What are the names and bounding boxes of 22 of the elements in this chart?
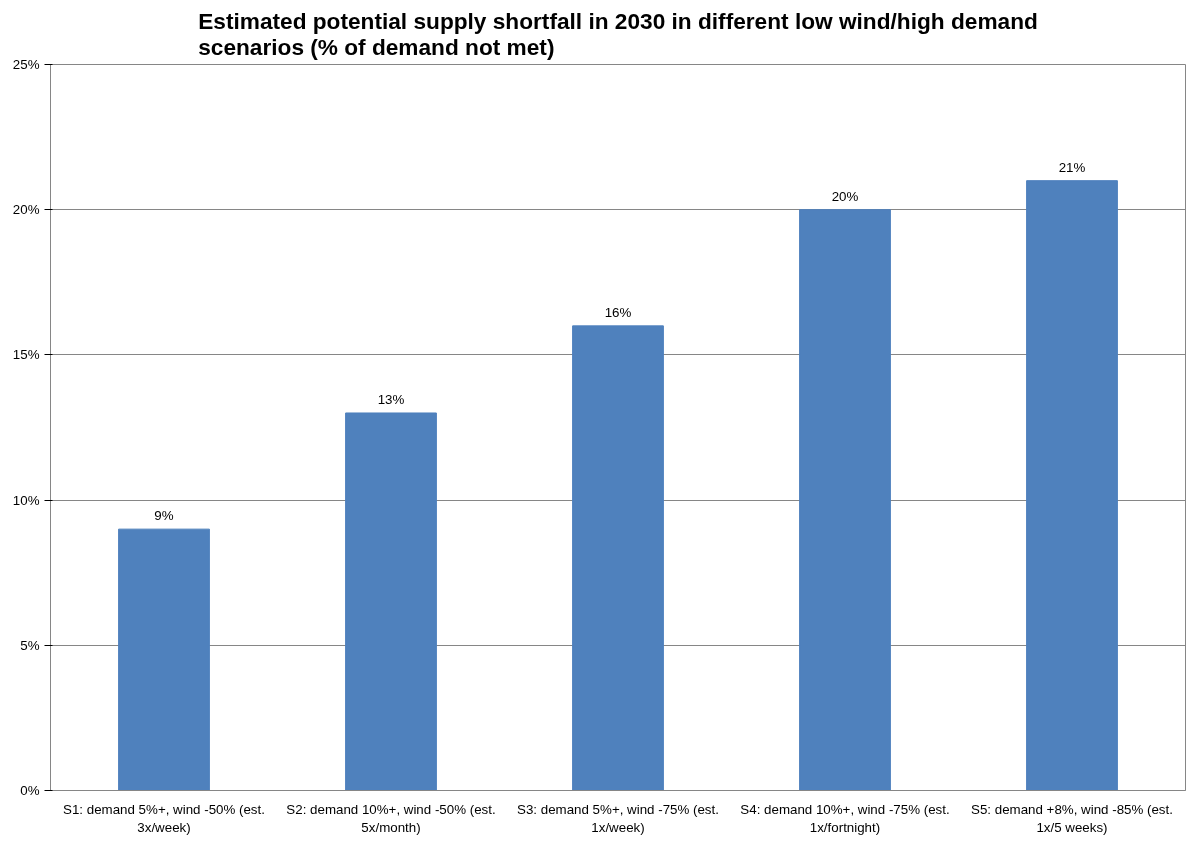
x-tick-label: S5: demand +8%, wind -85% (est. 1x/5 weeks): [971, 801, 1173, 835]
bar: [345, 412, 437, 791]
x-tick-label: S4: demand 10%+, wind -75% (est. 1x/fortnight): [740, 801, 950, 835]
bar: [799, 209, 891, 791]
data-label: 16%: [604, 304, 632, 320]
y-tick-label: 10%: [12, 492, 40, 508]
bar: [1026, 180, 1118, 791]
x-tick-label: S2: demand 10%+, wind -50% (est. 5x/month): [286, 801, 496, 835]
y-tick-label: 20%: [12, 202, 40, 218]
bar: [572, 325, 664, 791]
x-tick-label: S1: demand 5%+, wind -50% (est. 3x/week): [63, 801, 265, 835]
y-tick-label: 25%: [12, 57, 40, 72]
data-label: 20%: [831, 188, 859, 204]
data-label: 21%: [1058, 159, 1086, 175]
y-tick-label: 15%: [12, 347, 40, 363]
y-tick-label: 0%: [20, 783, 40, 798]
data-label: 13%: [377, 391, 405, 407]
x-tick-label: S3: demand 5%+, wind -75% (est. 1x/week): [517, 801, 719, 835]
data-label: 9%: [154, 508, 174, 524]
y-tick-label: 5%: [20, 637, 40, 653]
bar: [118, 528, 210, 791]
chart-title: Estimated potential supply shortfall in 2030 in different low wind/high demand scenarios (% of demand not met): [198, 7, 1038, 60]
